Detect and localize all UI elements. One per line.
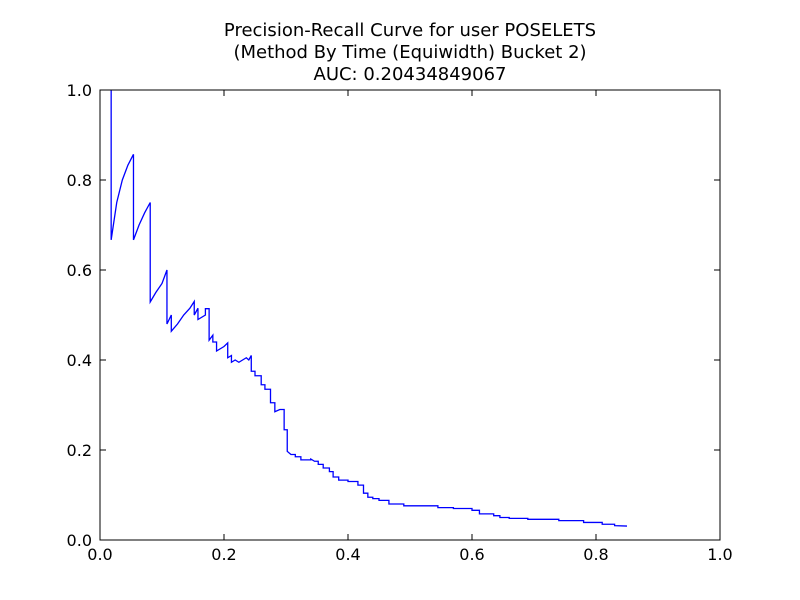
chart-title-line-1: Precision-Recall Curve for user POSELETS [223,20,597,41]
y-tick-label-2: 0.4 [67,351,92,370]
x-tick-label-2: 0.4 [335,545,360,564]
y-tick-label-4: 0.8 [67,171,92,190]
chart-title: Precision-Recall Curve for user POSELETS… [0,20,800,86]
x-tick-label-5: 1.0 [707,545,732,564]
chart-title-line-2: (Method By Time (Equiwidth) Bucket 2) [233,42,587,63]
x-tick-label-3: 0.6 [459,545,484,564]
x-tick-label-1: 0.2 [211,545,236,564]
y-tick-label-3: 0.6 [67,261,92,280]
plot-frame [99,89,721,541]
x-tick-label-0: 0.0 [87,545,112,564]
x-tick-label-4: 0.8 [583,545,608,564]
chart-title-line-3: AUC: 0.20434849067 [313,64,507,85]
series-line-0 [110,90,628,527]
y-tick-label-5: 1.0 [67,81,92,100]
y-tick-label-0: 0.0 [67,531,92,550]
y-tick-label-1: 0.2 [67,441,92,460]
